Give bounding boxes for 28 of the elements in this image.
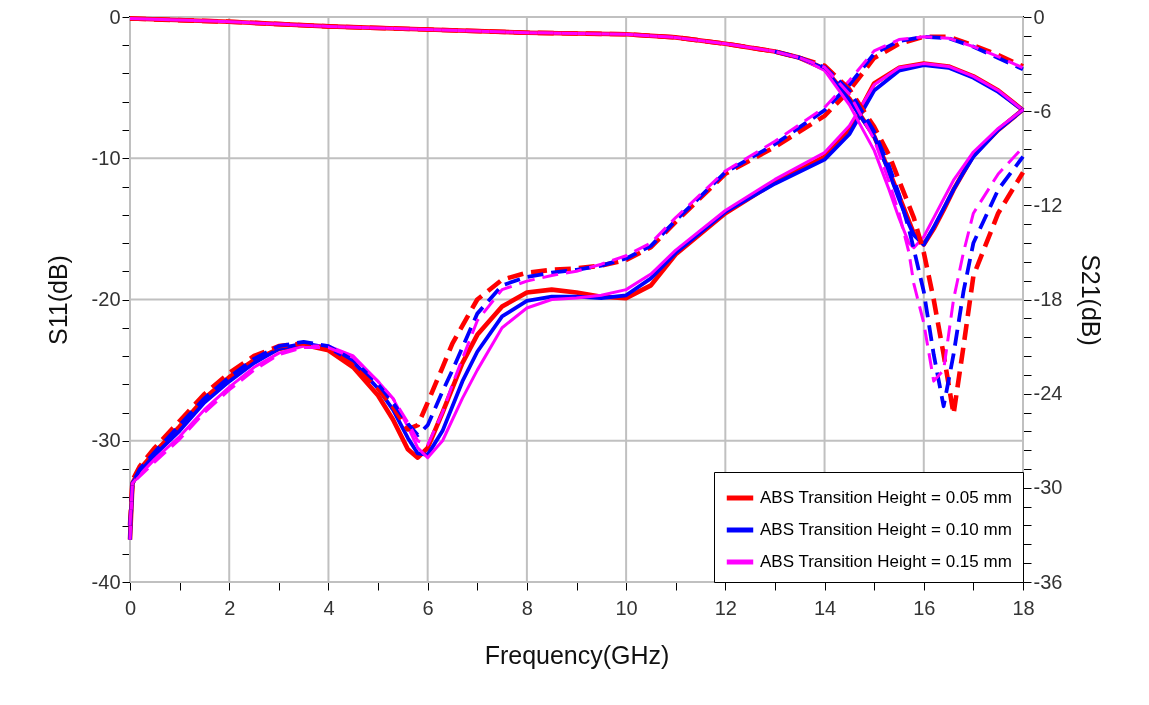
x-tick-label: 12 <box>714 596 737 619</box>
y2-tick-label: -6 <box>1033 99 1052 122</box>
y2-tick-label: -24 <box>1033 382 1063 405</box>
y2-tick-label: -36 <box>1033 570 1063 593</box>
y2-tick-label: -18 <box>1033 288 1063 310</box>
y2-tick-label: -12 <box>1033 193 1063 216</box>
x-tick-label: 6 <box>422 596 434 619</box>
y-tick-label: 0 <box>109 5 121 28</box>
x-tick-label: 4 <box>323 596 335 619</box>
x-axis-title: Frequency(GHz) <box>484 640 670 669</box>
x-tick-label: 10 <box>615 596 638 619</box>
legend-label: ABS Transition Height = 0.05 mm <box>760 488 1012 507</box>
x-tick-label: 0 <box>124 596 137 619</box>
x-tick-label: 16 <box>913 596 936 619</box>
y2-tick-label: -30 <box>1033 476 1063 499</box>
y-tick-label: -10 <box>91 146 121 169</box>
x-tick-label: 2 <box>224 596 236 619</box>
legend-label: ABS Transition Height = 0.10 mm <box>760 520 1012 539</box>
y2-tick-label: 0 <box>1033 5 1045 28</box>
y-tick-label: -40 <box>91 570 121 593</box>
y-tick-label: -20 <box>91 288 121 310</box>
legend-label: ABS Transition Height = 0.15 mm <box>760 552 1012 571</box>
x-tick-label: 18 <box>1012 596 1035 619</box>
y2-axis-title: S21(dB) <box>1077 254 1106 346</box>
x-tick-label: 14 <box>813 596 837 619</box>
y-axis-title: S11(dB) <box>43 255 72 345</box>
y-tick-label: -30 <box>91 429 121 452</box>
x-tick-label: 8 <box>521 596 533 619</box>
